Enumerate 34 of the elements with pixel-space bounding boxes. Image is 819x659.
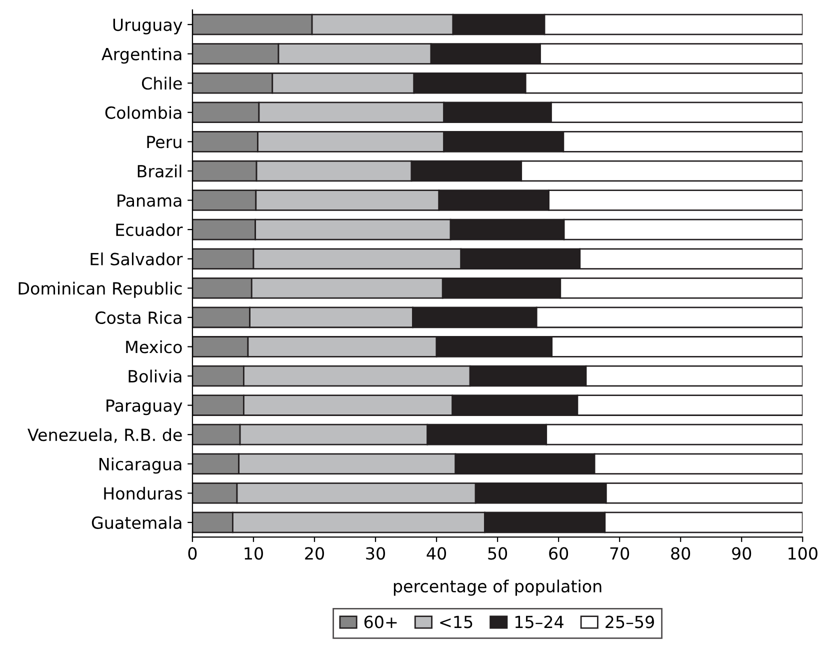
x-axis-title: percentage of population — [394, 580, 602, 596]
y-tick-label: Colombia — [105, 106, 182, 119]
y-tick-label: Peru — [147, 136, 182, 148]
legend-label: <15 — [440, 616, 472, 628]
y-tick-label: Panama — [118, 194, 182, 207]
y-tick-label: Chile — [142, 76, 182, 90]
y-tick-label: Guatemala — [92, 516, 182, 530]
y-tick-label: Costa Rica — [96, 311, 182, 324]
x-tick-label: 90 — [732, 547, 752, 560]
x-tick-label: 60 — [549, 547, 568, 560]
y-tick-label: Bolivia — [128, 370, 182, 383]
y-tick-label: Argentina — [102, 47, 182, 64]
x-tick-label: 0 — [188, 547, 197, 560]
x-tick-label: 10 — [244, 547, 263, 560]
y-tick-label: Dominican Republic — [18, 282, 182, 298]
y-tick-label: Mexico — [126, 340, 182, 354]
y-tick-label: Nicaragua — [99, 458, 182, 474]
y-tick-label: Honduras — [104, 486, 182, 500]
y-tick-label: Paraguay — [106, 399, 182, 416]
x-tick-label: 70 — [610, 547, 630, 560]
legend-label: 25–59 — [606, 616, 654, 628]
y-tick-label: El Salvador — [90, 252, 183, 266]
x-tick-label: 20 — [305, 547, 324, 560]
x-tick-label: 50 — [488, 547, 508, 560]
x-tick-label: 40 — [426, 547, 446, 560]
legend-label: 15–24 — [515, 616, 564, 628]
y-tick-label: Venezuela, R.B. de — [28, 428, 182, 443]
y-tick-label: Brazil — [138, 164, 182, 178]
y-tick-label: Uruguay — [113, 18, 182, 34]
legend-label: 60+ — [364, 616, 397, 628]
x-tick-label: 30 — [366, 547, 386, 560]
x-tick-label: 100 — [788, 547, 818, 560]
y-tick-label: Ecuador — [116, 223, 183, 236]
x-tick-label: 80 — [671, 547, 690, 560]
